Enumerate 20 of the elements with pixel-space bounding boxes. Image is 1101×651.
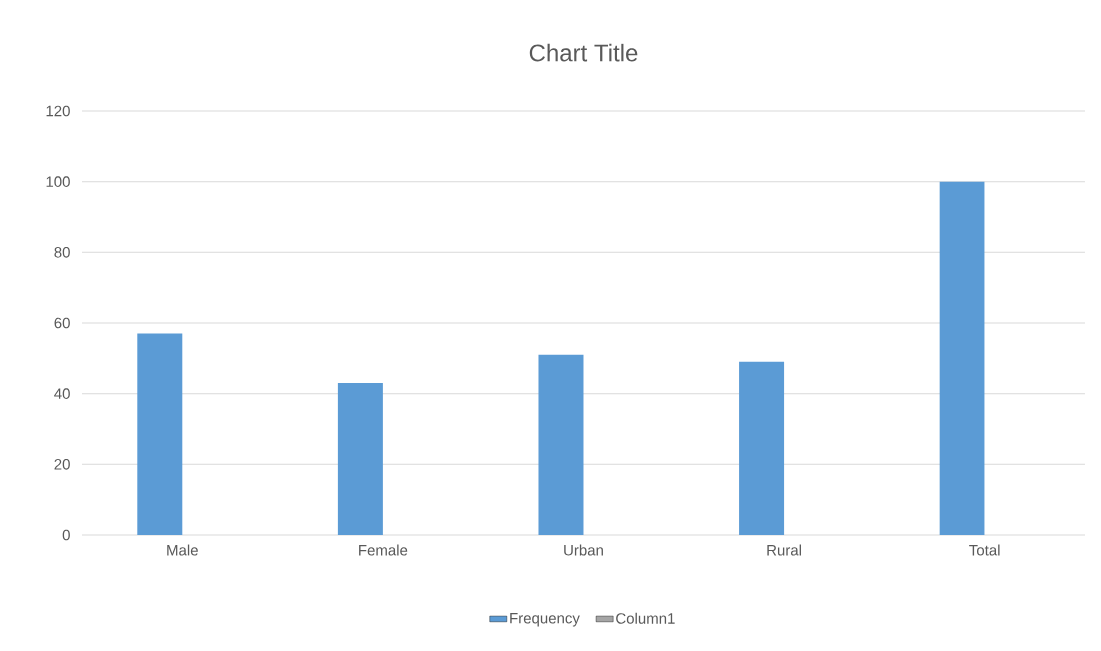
x-tick-label: Total [969, 544, 1000, 556]
y-tick-label: 0 [62, 529, 70, 541]
x-tick-label: Male [167, 544, 198, 556]
y-tick-label: 120 [46, 105, 70, 117]
legend-label: Column1 [616, 612, 675, 624]
x-tick-label: Female [359, 544, 408, 556]
y-tick-label: 60 [54, 317, 70, 329]
bar [939, 181, 985, 535]
y-tick-label: 20 [54, 459, 70, 470]
bar [137, 333, 183, 535]
y-tick-label: 40 [54, 388, 70, 399]
x-tick-label: Urban [564, 544, 603, 556]
y-tick-label: 80 [54, 247, 70, 258]
chart-title: Chart Title [529, 43, 638, 62]
bar [538, 354, 584, 535]
bar [739, 361, 785, 535]
x-tick-label: Rural [767, 544, 801, 556]
legend-label: Frequency [510, 613, 580, 627]
y-tick-label: 100 [46, 176, 70, 187]
bar [337, 383, 383, 535]
